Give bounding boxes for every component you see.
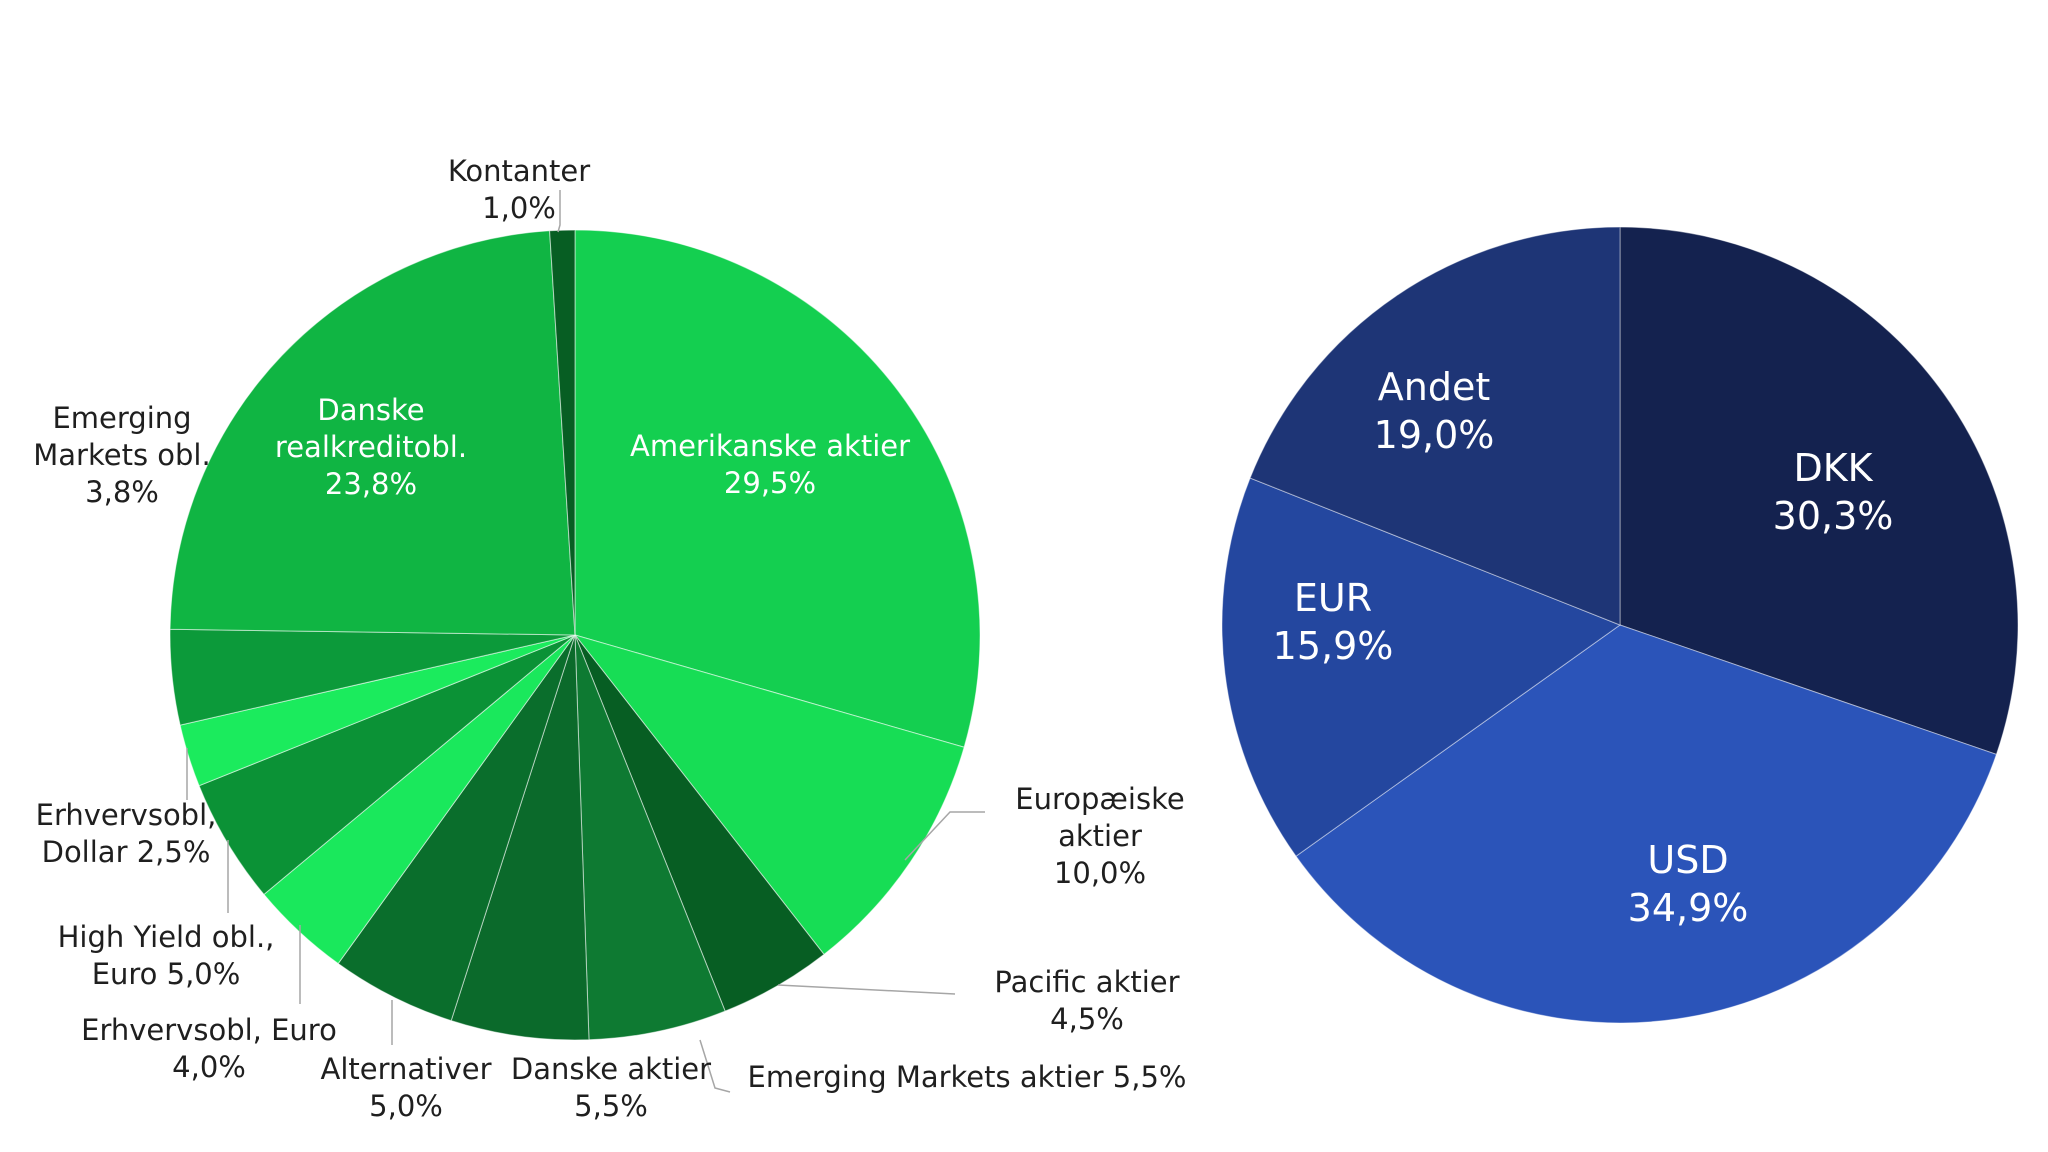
label-eur-line-2: 15,9% — [1273, 624, 1394, 668]
label-danske-realkreditobl-line-2: realkreditobl. — [275, 430, 467, 464]
label-emerging-markets-obl-line-2: Markets obl. — [33, 438, 210, 472]
currency-allocation-pie — [1221, 226, 2019, 1024]
label-alternativer-line-2: 5,0% — [369, 1089, 443, 1123]
asset-pie-slice-kontanter — [549, 229, 576, 636]
label-emerging-markets-aktier-line-1: Emerging Markets aktier 5,5% — [748, 1060, 1187, 1094]
currency-pie-slice-eur — [1221, 477, 1622, 857]
label-erhvervsobl-dollar-line-2: Dollar 2,5% — [42, 835, 211, 869]
leader-emerging-markets-aktier — [699, 1039, 731, 1093]
label-eur-line-1: EUR — [1294, 576, 1372, 620]
asset-pie-slice-emerging-markets-aktier — [574, 634, 726, 1041]
label-alternativer: Alternativer 5,0% — [320, 1052, 491, 1123]
label-andet-line-2: 19,0% — [1374, 413, 1495, 457]
label-amerikanske-aktier: Amerikanske aktier 29,5% — [630, 429, 910, 500]
currency-pie-slice-dkk — [1619, 226, 2019, 756]
label-emerging-markets-obl-line-1: Emerging — [52, 401, 191, 435]
label-andet: Andet 19,0% — [1374, 365, 1495, 457]
label-danske-realkreditobl: Danske realkreditobl. 23,8% — [275, 393, 467, 501]
label-danske-realkreditobl-line-3: 23,8% — [325, 467, 417, 501]
label-erhvervsobl-dollar-line-1: Erhvervsobl, — [36, 798, 217, 832]
label-dkk: DKK 30,3% — [1773, 446, 1894, 538]
label-usd-line-1: USD — [1647, 838, 1728, 882]
label-europaeiske-aktier-line-2: aktier — [1058, 819, 1142, 853]
asset-allocation-labels: Amerikanske aktier 29,5% Danske realkredito… — [33, 154, 1186, 1123]
label-kontanter-line-1: Kontanter — [448, 154, 590, 188]
label-erhvervsobl-euro-line-1: Erhvervsobl, Euro — [81, 1013, 337, 1047]
label-pacific-aktier-line-1: Pacific aktier — [994, 965, 1179, 999]
label-danske-aktier-line-2: 5,5% — [574, 1089, 648, 1123]
leader-pacific-aktier — [777, 984, 956, 995]
label-pacific-aktier-line-2: 4,5% — [1050, 1002, 1124, 1036]
label-dkk-line-1: DKK — [1793, 446, 1873, 490]
label-dkk-line-2: 30,3% — [1773, 494, 1894, 538]
label-kontanter: Kontanter 1,0% — [448, 154, 590, 225]
label-emerging-markets-obl-line-3: 3,8% — [85, 475, 159, 509]
label-europaeiske-aktier: Europæiske aktier 10,0% — [1015, 782, 1184, 890]
label-danske-aktier-line-1: Danske aktier — [511, 1052, 711, 1086]
asset-pie-slice-danske-aktier — [450, 634, 590, 1041]
label-high-yield-obl-line-1: High Yield obl., — [58, 920, 275, 954]
leader-europaeiske-aktier — [904, 811, 985, 861]
label-eur: EUR 15,9% — [1273, 576, 1394, 668]
label-danske-aktier: Danske aktier 5,5% — [511, 1052, 711, 1123]
currency-pie-slice-usd — [1295, 624, 1998, 1024]
label-europaeiske-aktier-line-1: Europæiske — [1015, 782, 1184, 816]
asset-pie-slice-amerikanske-aktier — [574, 229, 981, 748]
leader-kontanter — [557, 190, 561, 233]
asset-allocation-pie — [169, 229, 981, 1041]
label-emerging-markets-obl: Emerging Markets obl. 3,8% — [33, 401, 210, 509]
label-kontanter-line-2: 1,0% — [482, 191, 556, 225]
label-erhvervsobl-euro: Erhvervsobl, Euro 4,0% — [81, 1013, 337, 1084]
label-erhvervsobl-dollar: Erhvervsobl, Dollar 2,5% — [36, 798, 217, 869]
asset-allocation-leader-lines — [186, 190, 985, 1093]
label-high-yield-obl-line-2: Euro 5,0% — [92, 957, 241, 991]
asset-pie-slice-europaeiske-aktier — [573, 634, 965, 956]
label-amerikanske-aktier-line-2: 29,5% — [724, 466, 816, 500]
currency-pie-slice-andet — [1249, 226, 1621, 626]
label-amerikanske-aktier-line-1: Amerikanske aktier — [630, 429, 910, 463]
label-high-yield-obl: High Yield obl., Euro 5,0% — [58, 920, 275, 991]
asset-pie-slice-danske-realkreditobl — [169, 230, 576, 636]
label-alternativer-line-1: Alternativer — [320, 1052, 491, 1086]
currency-allocation-labels: DKK 30,3% USD 34,9% EUR 15,9% Andet 19,0% — [1273, 365, 1894, 930]
label-andet-line-1: Andet — [1378, 365, 1490, 409]
label-emerging-markets-aktier: Emerging Markets aktier 5,5% — [748, 1060, 1187, 1094]
label-danske-realkreditobl-line-1: Danske — [317, 393, 424, 427]
label-erhvervsobl-euro-line-2: 4,0% — [172, 1050, 246, 1084]
label-pacific-aktier: Pacific aktier 4,5% — [994, 965, 1179, 1036]
label-usd-line-2: 34,9% — [1628, 886, 1749, 930]
label-usd: USD 34,9% — [1628, 838, 1749, 930]
label-europaeiske-aktier-line-3: 10,0% — [1054, 856, 1146, 890]
